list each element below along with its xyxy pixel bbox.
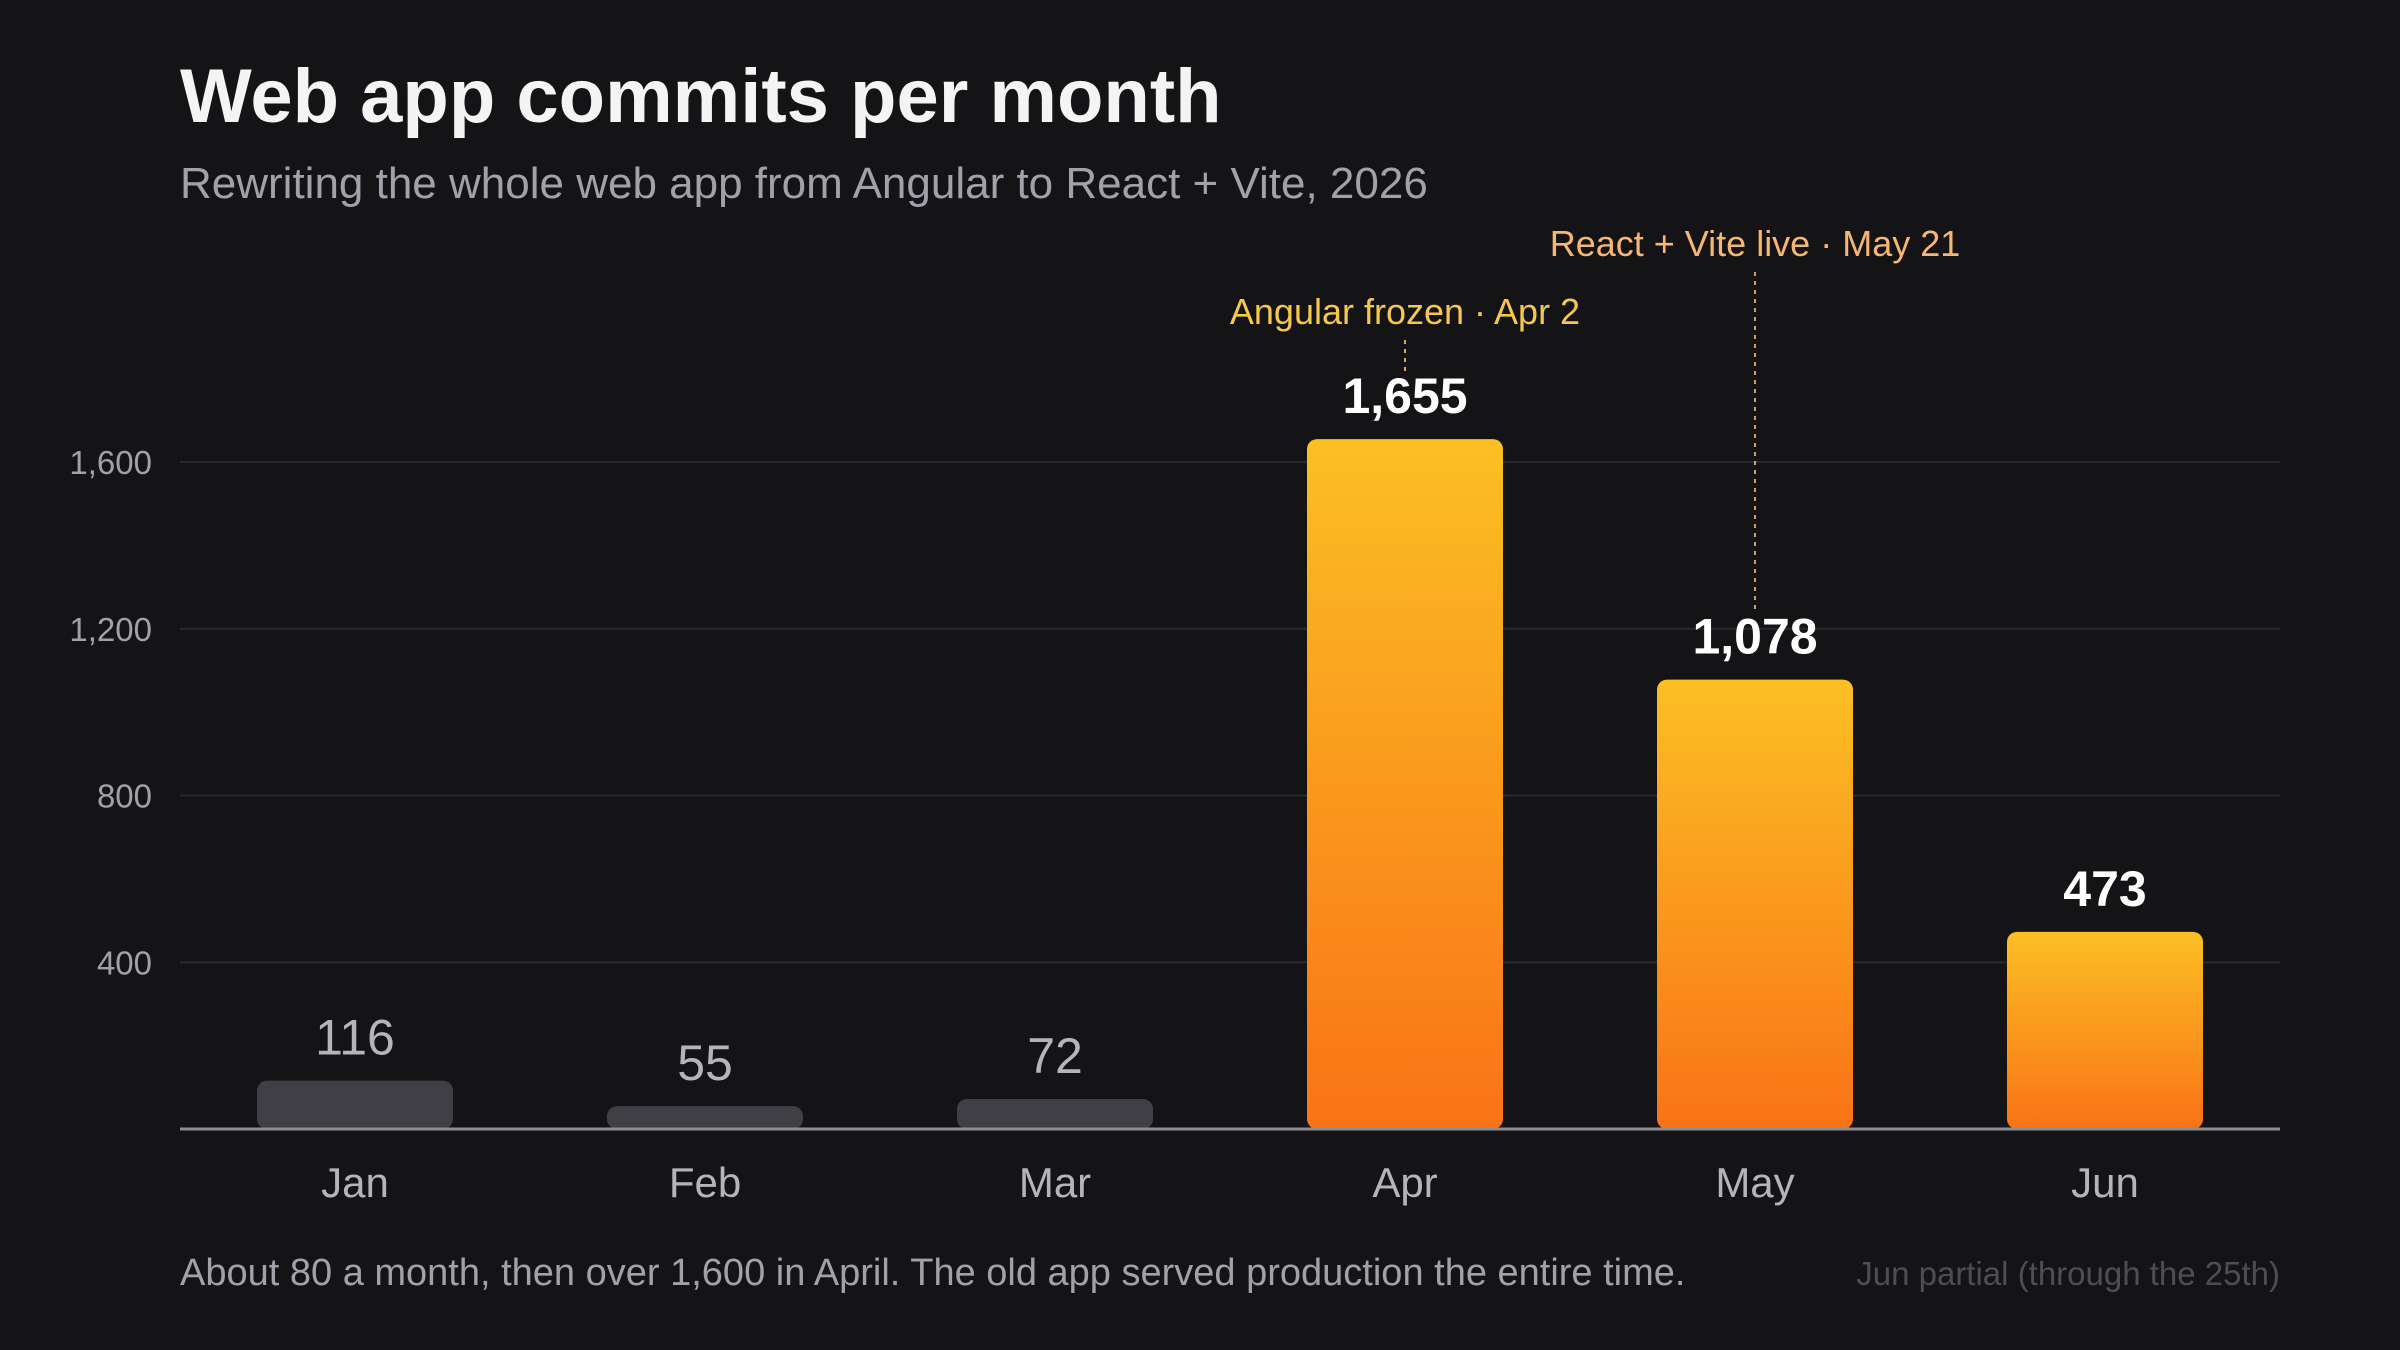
annotation-may: React + Vite live · May 21 — [1550, 223, 1961, 264]
x-tick-feb: Feb — [669, 1159, 741, 1206]
value-label-jan: 116 — [315, 1010, 395, 1066]
value-labels: 116 55 72 1,655 1,078 473 — [315, 368, 2147, 1091]
x-tick-apr: Apr — [1372, 1159, 1437, 1206]
bar-mar — [957, 1098, 1153, 1129]
gridlines — [180, 461, 2280, 964]
x-tick-jun: Jun — [2071, 1159, 2139, 1206]
chart-subtitle: Rewriting the whole web app from Angular… — [180, 159, 1428, 208]
bar-feb — [607, 1106, 803, 1129]
x-tick-may: May — [1715, 1159, 1794, 1206]
value-label-may: 1,078 — [1692, 609, 1817, 665]
annotation-apr: Angular frozen · Apr 2 — [1230, 291, 1580, 332]
annotations: Angular frozen · Apr 2 React + Vite live … — [1230, 223, 1960, 612]
value-label-jun: 473 — [2063, 861, 2146, 917]
bar-jan — [257, 1080, 453, 1129]
y-tick-label: 800 — [97, 778, 152, 815]
x-tick-mar: Mar — [1019, 1159, 1091, 1206]
y-tick-label: 1,600 — [69, 444, 152, 481]
bar-apr — [1307, 439, 1503, 1129]
footnote-partial-note: Jun partial (through the 25th) — [1856, 1255, 2280, 1292]
value-label-mar: 72 — [1027, 1028, 1083, 1084]
bars — [257, 439, 2203, 1129]
value-label-feb: 55 — [677, 1035, 733, 1091]
x-tick-jan: Jan — [321, 1159, 389, 1206]
y-tick-label: 400 — [97, 944, 152, 981]
bar-jun — [2007, 931, 2203, 1129]
footnote: About 80 a month, then over 1,600 in Apr… — [180, 1252, 1685, 1294]
bar-may — [1657, 679, 1853, 1129]
y-axis-ticks: 400 800 1,200 1,600 — [69, 444, 152, 981]
y-tick-label: 1,200 — [69, 611, 152, 648]
chart-title: Web app commits per month — [180, 54, 1222, 139]
x-axis-ticks: Jan Feb Mar Apr May Jun — [321, 1159, 2139, 1206]
value-label-apr: 1,655 — [1342, 368, 1467, 424]
